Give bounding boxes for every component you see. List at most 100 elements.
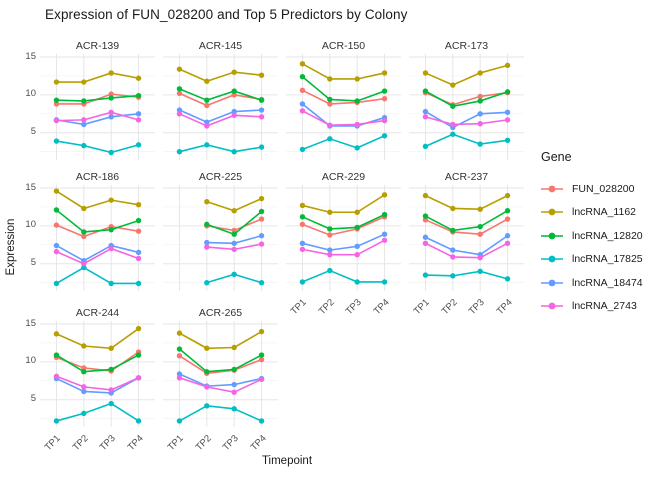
data-point [108, 366, 114, 373]
data-point [108, 109, 114, 115]
legend-item-label: lncRNA_2743 [572, 300, 637, 313]
data-point [135, 325, 142, 332]
data-point [354, 121, 360, 128]
y-axis-title: Expression [5, 218, 17, 276]
data-point [81, 369, 87, 375]
data-point [53, 117, 60, 124]
data-point [176, 86, 183, 92]
y-tick-label: 15 [25, 50, 36, 62]
data-point [81, 343, 87, 349]
facet-ACR-139: ACR-139 [40, 40, 155, 160]
data-point [176, 90, 183, 97]
data-point [176, 418, 183, 424]
legend-key-icon [541, 279, 563, 287]
data-point [231, 92, 237, 98]
data-point [504, 192, 511, 199]
data-point [53, 138, 60, 144]
data-point [381, 279, 388, 285]
facet-panel [409, 54, 524, 160]
x-tick-label: TP3 [466, 297, 487, 318]
legend-title: Gene [541, 150, 572, 164]
data-point [53, 188, 60, 194]
data-point [81, 388, 87, 395]
data-point [422, 234, 429, 240]
data-point [176, 371, 183, 377]
data-point [108, 95, 114, 101]
data-point [204, 142, 210, 148]
x-tick-label: TP4 [371, 297, 392, 318]
data-point [81, 384, 87, 390]
data-point [299, 246, 306, 253]
data-point [108, 149, 114, 156]
x-tick-label: TP4 [494, 297, 515, 318]
data-point [381, 95, 388, 102]
data-point [299, 279, 306, 285]
data-point [381, 231, 388, 237]
data-point [258, 107, 265, 113]
data-point [381, 237, 388, 243]
data-point [422, 70, 429, 76]
data-point [450, 82, 456, 88]
data-point [258, 418, 265, 424]
facet-strip-label: ACR-237 [444, 171, 489, 183]
y-tick-label: 5 [30, 393, 36, 405]
y-tick-label: 15 [25, 317, 36, 329]
data-point [231, 208, 237, 214]
data-point [381, 117, 388, 124]
y-tick-label: 10 [25, 88, 36, 100]
data-point [477, 231, 483, 237]
data-point [135, 280, 142, 287]
data-point [231, 69, 237, 75]
data-point [299, 146, 306, 153]
data-point [504, 276, 511, 282]
data-point [258, 328, 265, 335]
data-point [204, 123, 210, 129]
data-point [53, 101, 60, 107]
legend-item-lncRNA_1162: lncRNA_1162 [541, 201, 671, 225]
data-point [53, 97, 60, 103]
data-point [327, 232, 333, 238]
data-point [504, 89, 511, 95]
y-tick-label: 5 [30, 126, 36, 138]
data-point [53, 373, 60, 379]
facet-strip-label: ACR-229 [321, 171, 366, 183]
data-point [299, 221, 306, 228]
data-point [204, 221, 210, 228]
data-point [204, 345, 210, 351]
data-point [176, 346, 183, 352]
data-point [204, 369, 210, 375]
legend-item-label: lncRNA_17825 [572, 253, 643, 266]
data-point [135, 228, 142, 234]
data-point [504, 216, 511, 222]
data-point [204, 78, 210, 84]
data-point [204, 403, 210, 409]
data-point [381, 192, 388, 198]
data-point [450, 254, 456, 260]
data-point [477, 254, 483, 261]
data-point [108, 245, 114, 252]
data-point [204, 279, 210, 286]
legend-key-icon [541, 255, 563, 263]
data-point [299, 74, 306, 80]
data-point [108, 226, 114, 233]
data-point [477, 70, 483, 76]
legend-item-FUN_028200: FUN_028200 [541, 177, 671, 201]
legend-key-icon [541, 232, 563, 240]
data-point [504, 208, 511, 214]
data-point [258, 356, 265, 363]
facet-ACR-225: ACR-225 [163, 171, 278, 291]
data-point [422, 240, 429, 246]
data-point [135, 75, 142, 81]
y-tick-label: 10 [25, 219, 36, 231]
data-point [204, 97, 210, 103]
data-point [504, 233, 511, 239]
data-point [299, 101, 306, 107]
facet-ACR-265: ACR-265 [163, 307, 278, 427]
data-point [135, 249, 142, 256]
data-point [422, 114, 429, 120]
legend-item-label: lncRNA_1162 [572, 206, 637, 219]
facet-strip-label: ACR-150 [321, 40, 366, 52]
data-point [204, 384, 210, 390]
legend-item-lncRNA_2743: lncRNA_2743 [541, 295, 671, 319]
